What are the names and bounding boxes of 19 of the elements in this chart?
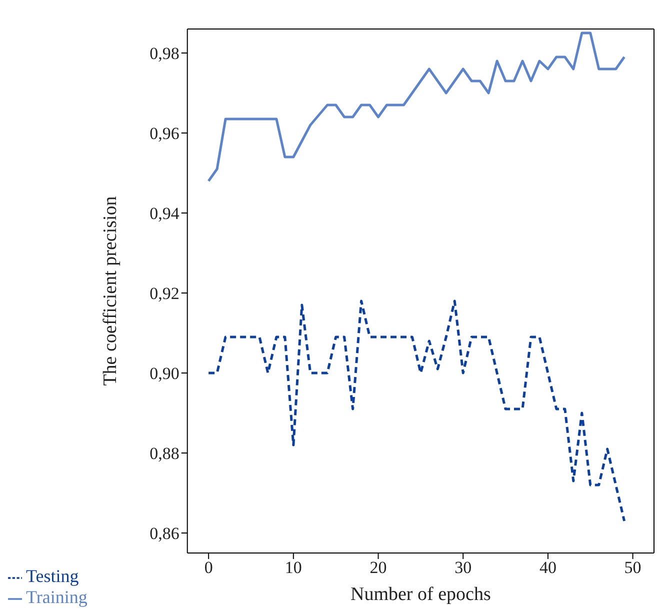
x-axis-title: Number of epochs	[350, 584, 491, 605]
x-tick-label: 30	[454, 558, 472, 578]
x-tick-label: 40	[539, 558, 556, 578]
x-tick-label: 0	[204, 558, 213, 578]
x-tick-label: 20	[370, 558, 387, 578]
y-tick-label: 0,96	[150, 124, 180, 144]
legend-label: Training	[26, 587, 88, 607]
x-tick-label: 10	[284, 558, 302, 578]
y-axis-title: The coefficient precision	[100, 196, 122, 386]
line-series	[207, 300, 626, 522]
line-series	[207, 32, 626, 182]
legend-label: Testing	[26, 566, 79, 586]
y-tick-label: 0,98	[150, 44, 180, 64]
y-tick-label: 0,86	[150, 524, 180, 544]
y-tick-label: 0,90	[150, 364, 180, 384]
y-tick-label: 0,92	[150, 284, 180, 304]
y-tick-label: 0,94	[150, 204, 180, 224]
x-tick-label: 50	[624, 558, 642, 578]
y-tick-label: 0,88	[150, 444, 180, 464]
